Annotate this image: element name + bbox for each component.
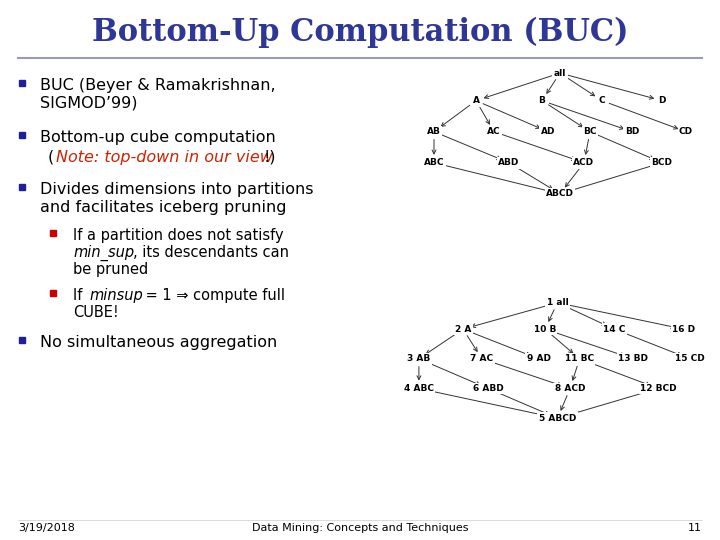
- Text: = 1 ⇒ compute full: = 1 ⇒ compute full: [141, 288, 285, 303]
- Text: CUBE!: CUBE!: [73, 305, 119, 320]
- Text: all: all: [554, 69, 566, 78]
- Text: D: D: [658, 96, 666, 105]
- Text: 9 AD: 9 AD: [526, 354, 551, 363]
- Text: !): !): [264, 150, 276, 165]
- Text: AB: AB: [427, 127, 441, 136]
- Text: ABC: ABC: [424, 158, 444, 167]
- Text: 5 ABCD: 5 ABCD: [539, 414, 576, 423]
- Text: C: C: [599, 96, 606, 105]
- Text: 16 D: 16 D: [672, 325, 695, 334]
- Text: SIGMOD’99): SIGMOD’99): [40, 96, 138, 111]
- Text: and facilitates iceberg pruning: and facilitates iceberg pruning: [40, 200, 287, 215]
- Text: BD: BD: [625, 127, 639, 136]
- Text: 2 A: 2 A: [455, 325, 471, 334]
- Text: AD: AD: [541, 127, 555, 136]
- Text: 15 CD: 15 CD: [675, 354, 705, 363]
- Text: If a partition does not satisfy: If a partition does not satisfy: [73, 228, 284, 243]
- Text: 7 AC: 7 AC: [470, 354, 493, 363]
- Text: ABCD: ABCD: [546, 190, 574, 198]
- Text: CD: CD: [679, 127, 693, 136]
- Text: Bottom-up cube computation: Bottom-up cube computation: [40, 130, 276, 145]
- Text: BC: BC: [583, 127, 597, 136]
- Text: 3 AB: 3 AB: [408, 354, 431, 363]
- Text: 1 all: 1 all: [546, 298, 568, 307]
- Text: 8 ACD: 8 ACD: [555, 384, 585, 393]
- Text: , its descendants can: , its descendants can: [133, 245, 289, 260]
- Text: minsup: minsup: [89, 288, 143, 303]
- Text: ACD: ACD: [573, 158, 595, 167]
- Text: Data Mining: Concepts and Techniques: Data Mining: Concepts and Techniques: [252, 523, 468, 533]
- Text: min_sup: min_sup: [73, 245, 134, 261]
- Text: 10 B: 10 B: [534, 325, 556, 334]
- Text: B: B: [539, 96, 546, 105]
- Text: AC: AC: [487, 127, 501, 136]
- Text: BUC (Beyer & Ramakrishnan,: BUC (Beyer & Ramakrishnan,: [40, 78, 276, 93]
- Text: A: A: [472, 96, 480, 105]
- Text: Bottom-Up Computation (BUC): Bottom-Up Computation (BUC): [91, 16, 629, 48]
- Text: be pruned: be pruned: [73, 262, 148, 277]
- Text: 11: 11: [688, 523, 702, 533]
- Text: 6 ABD: 6 ABD: [473, 384, 503, 393]
- Text: 12 BCD: 12 BCD: [640, 384, 677, 393]
- Text: 4 ABC: 4 ABC: [404, 384, 434, 393]
- Text: 13 BD: 13 BD: [618, 354, 648, 363]
- Text: No simultaneous aggregation: No simultaneous aggregation: [40, 335, 277, 350]
- Text: 14 C: 14 C: [603, 325, 626, 334]
- Text: (: (: [48, 150, 54, 165]
- Text: If: If: [73, 288, 87, 303]
- Text: BCD: BCD: [652, 158, 672, 167]
- Text: 3/19/2018: 3/19/2018: [18, 523, 75, 533]
- Text: 11 BC: 11 BC: [565, 354, 594, 363]
- Text: Divides dimensions into partitions: Divides dimensions into partitions: [40, 182, 313, 197]
- Text: ABD: ABD: [498, 158, 520, 167]
- Text: Note: top-down in our view: Note: top-down in our view: [56, 150, 273, 165]
